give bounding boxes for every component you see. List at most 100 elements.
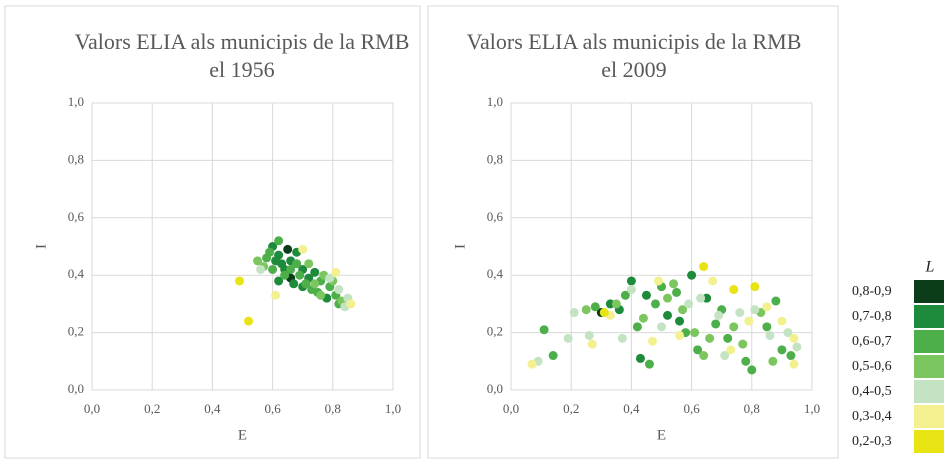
x-axis-label: E bbox=[238, 427, 247, 443]
legend-label: 0,8-0,9 bbox=[852, 284, 892, 299]
point bbox=[331, 267, 341, 277]
point bbox=[741, 356, 751, 366]
legend-label: 0,5-0,6 bbox=[852, 359, 892, 374]
point bbox=[768, 356, 778, 366]
legend-label: 0,3-0,4 bbox=[852, 409, 892, 424]
point bbox=[678, 305, 688, 315]
x-tick-label: 1,0 bbox=[804, 401, 820, 416]
x-axis-label: E bbox=[657, 427, 666, 443]
x-tick-label: 1,0 bbox=[385, 401, 401, 416]
point bbox=[325, 273, 335, 283]
point bbox=[729, 322, 739, 332]
point bbox=[292, 259, 302, 269]
point bbox=[301, 279, 311, 289]
point bbox=[584, 330, 594, 340]
point bbox=[684, 299, 694, 309]
point bbox=[626, 276, 636, 286]
point bbox=[708, 276, 718, 286]
chart-title: Valors ELIA als municipis de la RMB el 1… bbox=[74, 29, 410, 82]
y-tick-label: 0,4 bbox=[68, 266, 85, 281]
point bbox=[675, 316, 685, 326]
y-axis-label: I bbox=[452, 244, 468, 249]
point bbox=[274, 276, 284, 286]
x-tick-label: 0,6 bbox=[264, 401, 281, 416]
y-tick-label: 0,6 bbox=[68, 209, 85, 224]
point bbox=[590, 302, 600, 312]
point bbox=[280, 270, 290, 280]
point bbox=[268, 264, 278, 274]
point bbox=[714, 310, 724, 320]
x-tick-label: 0,8 bbox=[744, 401, 760, 416]
point bbox=[647, 336, 657, 346]
legend-swatch bbox=[914, 280, 944, 303]
point bbox=[304, 259, 314, 269]
point bbox=[310, 267, 320, 277]
point bbox=[271, 290, 281, 300]
point bbox=[527, 359, 537, 369]
y-tick-label: 0,8 bbox=[487, 151, 503, 166]
point bbox=[289, 279, 299, 289]
point bbox=[599, 308, 609, 318]
point bbox=[792, 342, 802, 352]
point bbox=[687, 270, 697, 280]
x-tick-label: 0,4 bbox=[204, 401, 221, 416]
point bbox=[726, 345, 736, 355]
point bbox=[765, 330, 775, 340]
x-tick-label: 0,6 bbox=[683, 401, 700, 416]
point bbox=[750, 282, 760, 292]
point bbox=[786, 351, 796, 361]
point bbox=[346, 299, 356, 309]
point bbox=[617, 333, 627, 343]
legend-title: L bbox=[925, 259, 935, 276]
point bbox=[265, 247, 275, 257]
point bbox=[777, 345, 787, 355]
point bbox=[641, 290, 651, 300]
point bbox=[295, 270, 305, 280]
point bbox=[669, 279, 679, 289]
y-tick-label: 0,0 bbox=[487, 381, 503, 396]
point bbox=[762, 322, 772, 332]
y-axis-label: I bbox=[33, 244, 49, 249]
legend-swatch bbox=[914, 380, 944, 403]
point bbox=[587, 339, 597, 349]
point bbox=[271, 256, 281, 266]
y-tick-label: 0,2 bbox=[487, 324, 503, 339]
point bbox=[744, 316, 754, 326]
point bbox=[693, 345, 703, 355]
legend-swatch bbox=[914, 405, 944, 428]
point bbox=[777, 316, 787, 326]
point bbox=[581, 305, 591, 315]
point bbox=[256, 264, 266, 274]
point bbox=[286, 264, 296, 274]
point bbox=[729, 285, 739, 295]
panel bbox=[427, 5, 839, 459]
point bbox=[657, 322, 666, 332]
y-tick-label: 1,0 bbox=[68, 94, 84, 109]
point bbox=[539, 325, 549, 335]
x-tick-label: 0,0 bbox=[84, 401, 100, 416]
point bbox=[650, 299, 660, 309]
point bbox=[699, 262, 709, 272]
chart-title: Valors ELIA als municipis de la RMB el 2… bbox=[466, 29, 802, 82]
legend-swatch bbox=[914, 430, 944, 453]
point bbox=[334, 285, 344, 295]
point bbox=[711, 319, 721, 329]
point bbox=[663, 293, 673, 303]
point bbox=[298, 244, 308, 254]
point bbox=[635, 353, 645, 363]
legend-swatch bbox=[914, 330, 944, 353]
point bbox=[783, 328, 793, 338]
point bbox=[632, 322, 642, 332]
point bbox=[663, 310, 673, 320]
x-tick-label: 0,4 bbox=[623, 401, 640, 416]
point bbox=[653, 276, 663, 286]
legend-label: 0,6-0,7 bbox=[852, 334, 892, 349]
y-tick-label: 0,4 bbox=[487, 266, 504, 281]
y-tick-label: 0,8 bbox=[68, 151, 84, 166]
point bbox=[705, 333, 715, 343]
point bbox=[747, 365, 757, 375]
legend-swatch bbox=[914, 355, 944, 378]
point bbox=[699, 351, 709, 361]
